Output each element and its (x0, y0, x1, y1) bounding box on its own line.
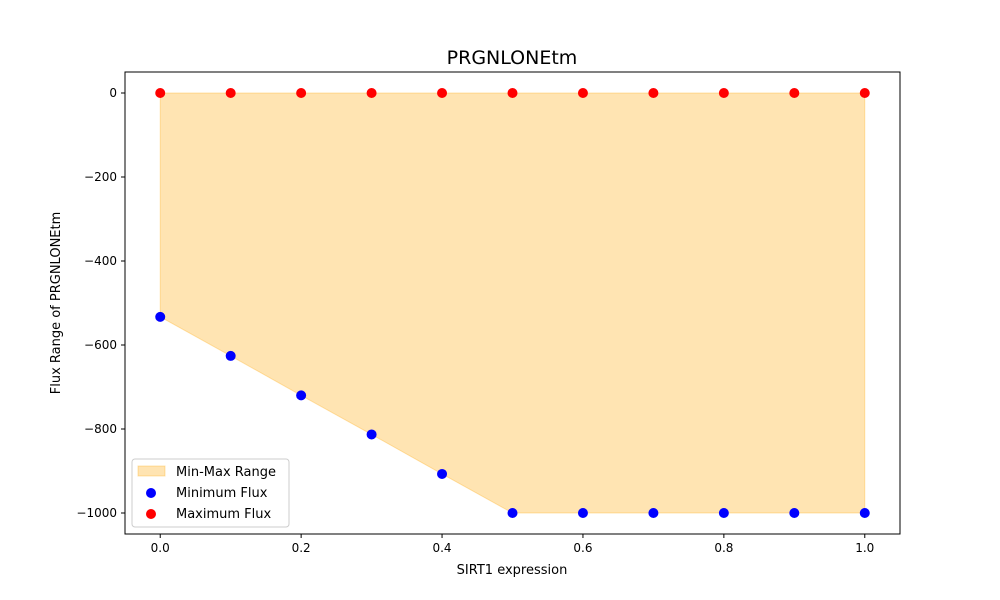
x-tick-label: 0.6 (573, 541, 592, 555)
max-flux-point (437, 88, 448, 98)
x-tick-label: 0.8 (714, 541, 733, 555)
legend-label-max: Maximum Flux (176, 507, 272, 522)
y-axis: 0 −200 −400 −600 −800 −1000 (76, 86, 125, 520)
min-flux-point (296, 390, 307, 401)
range-fill-layer (159, 92, 866, 514)
legend-swatch-max (146, 509, 156, 519)
min-flux-point (577, 508, 588, 518)
min-flux-point (225, 350, 236, 361)
x-tick-label: 0.0 (151, 541, 170, 555)
min-flux-point (366, 429, 377, 440)
x-axis: 0.0 0.2 0.4 0.6 0.8 1.0 (151, 534, 874, 555)
legend-label-range: Min-Max Range (176, 465, 276, 480)
legend-box (131, 458, 290, 528)
y-tick-label: 0 (109, 86, 117, 100)
min-flux-point (507, 508, 518, 518)
y-axis-label: Flux Range of PRGNLONEtm (49, 212, 64, 395)
max-flux-point (577, 88, 588, 98)
legend-label-min: Minimum Flux (176, 486, 268, 501)
max-flux-point (648, 88, 659, 98)
x-tick-label: 1.0 (855, 541, 874, 555)
max-flux-point (225, 88, 236, 98)
plot-frame (124, 71, 901, 535)
min-flux-point (437, 468, 448, 479)
max-flux-point (789, 88, 800, 98)
x-tick-label: 0.4 (432, 541, 451, 555)
min-flux-point (155, 311, 166, 322)
x-axis-label: SIRT1 expression (457, 563, 568, 578)
min-flux-point (718, 508, 729, 518)
points-layer (155, 88, 870, 518)
max-flux-point (366, 88, 377, 98)
min-flux-point (648, 508, 659, 518)
max-flux-point (859, 88, 870, 98)
min-flux-point (789, 508, 800, 518)
legend-swatch-min (146, 488, 156, 498)
max-flux-point (507, 88, 518, 98)
legend-swatch-range (137, 465, 166, 477)
max-flux-point (718, 88, 729, 98)
y-tick-label: −600 (84, 338, 117, 352)
legend: Min-Max Range Minimum Flux Maximum Flux (131, 458, 290, 528)
max-flux-point (155, 88, 166, 98)
y-tick-label: −800 (84, 422, 117, 436)
max-flux-point (296, 88, 307, 98)
chart-title: PRGNLONEtm (447, 47, 578, 69)
min-flux-point (859, 508, 870, 518)
y-tick-label: −200 (84, 170, 117, 184)
range-fill (159, 92, 866, 514)
y-tick-label: −400 (84, 254, 117, 268)
x-tick-label: 0.2 (292, 541, 311, 555)
y-tick-label: −1000 (76, 506, 117, 520)
